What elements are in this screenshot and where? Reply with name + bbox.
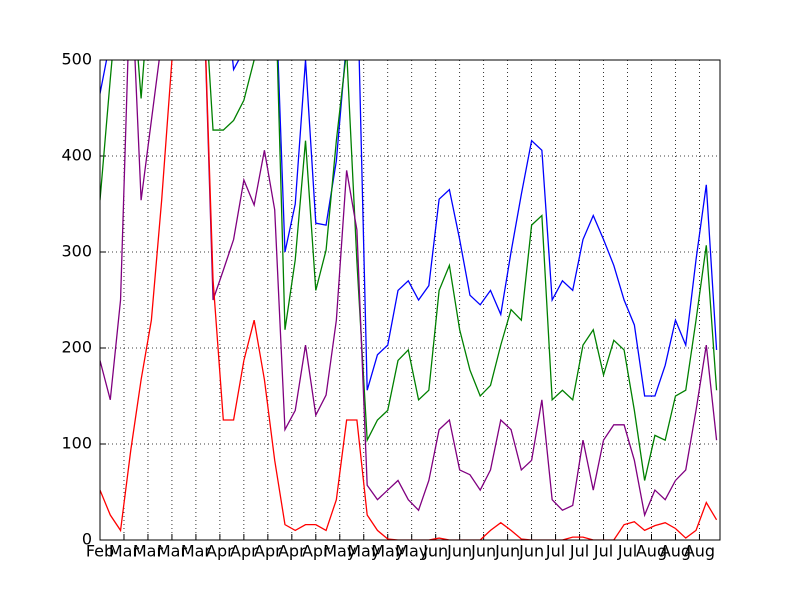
x-tick-label: Apr	[302, 542, 330, 561]
x-tick-label: Aug	[636, 542, 667, 561]
x-tick-label: Jul	[545, 542, 565, 561]
x-tick-label: May	[347, 542, 380, 561]
x-tick-label: Mar	[109, 542, 140, 561]
x-tick-label: Aug	[684, 542, 715, 561]
plot-frame	[99, 59, 721, 541]
x-tick-label: Mar	[157, 542, 188, 561]
x-tick-label: Jul	[593, 542, 613, 561]
y-tick-label: 500	[61, 50, 92, 69]
x-tick-label: Mar	[133, 542, 164, 561]
x-tick-label: May	[323, 542, 356, 561]
x-tick-label: Mar	[181, 542, 212, 561]
y-tick-label: 200	[61, 338, 92, 357]
y-tick-label: 100	[61, 434, 92, 453]
x-tick-label: Apr	[206, 542, 234, 561]
x-tick-label: Jun	[422, 542, 448, 561]
x-tick-label: Jun	[494, 542, 520, 561]
x-tick-label: Jul	[569, 542, 589, 561]
x-tick-label: Aug	[660, 542, 691, 561]
x-tick-label: Jun	[518, 542, 544, 561]
x-tick-label: May	[371, 542, 404, 561]
x-tick-label: Apr	[278, 542, 306, 561]
x-tick-label: Jul	[617, 542, 637, 561]
lines-layer	[100, 60, 718, 540]
x-tick-label: Apr	[230, 542, 258, 561]
y-tick-label: 400	[61, 146, 92, 165]
data-line	[100, 60, 718, 397]
x-tick-label: Jun	[446, 542, 472, 561]
x-tick-label: Jun	[470, 542, 496, 561]
data-line	[100, 60, 718, 518]
y-tick-label: 300	[61, 242, 92, 261]
x-tick-label: May	[395, 542, 428, 561]
x-tick-label: Feb	[86, 542, 114, 561]
x-tick-label: Apr	[254, 542, 282, 561]
y-tick-label: 0	[82, 530, 92, 549]
data-line	[100, 60, 718, 481]
